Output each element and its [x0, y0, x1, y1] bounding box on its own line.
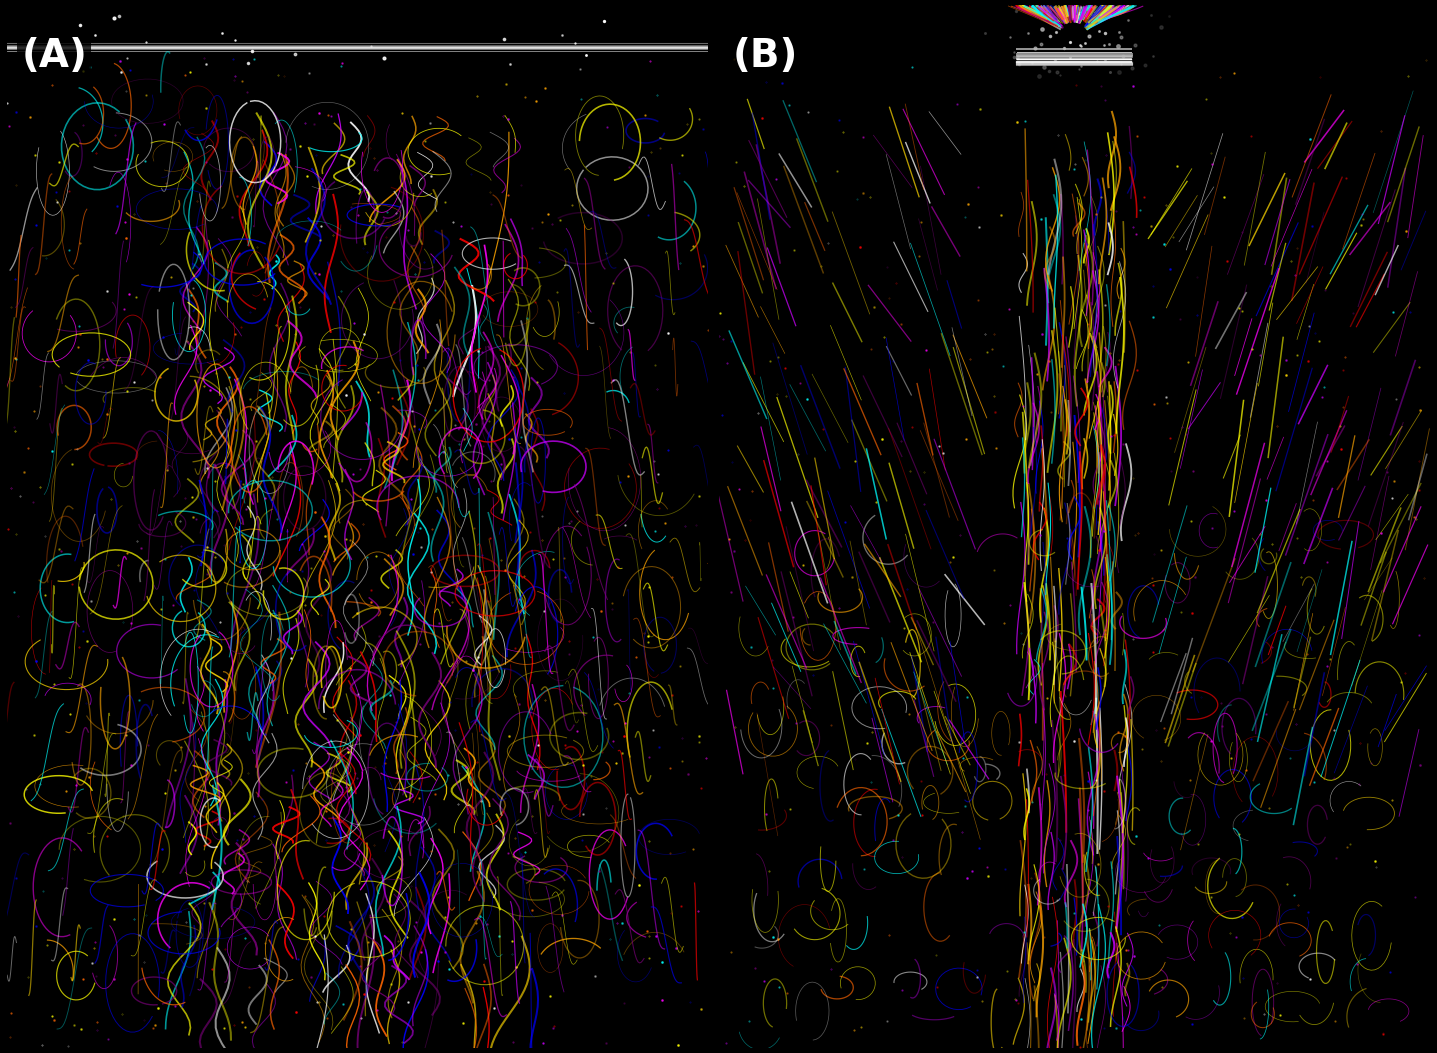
Text: (B): (B) [733, 37, 798, 75]
Text: (A): (A) [22, 37, 88, 75]
